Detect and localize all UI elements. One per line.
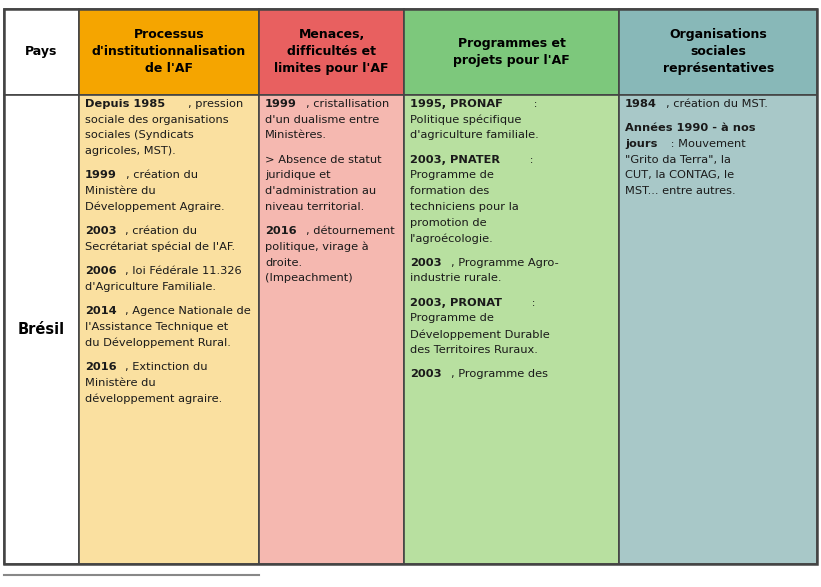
Bar	[259, 95, 404, 564]
Text: Ministère du: Ministère du	[85, 378, 155, 388]
Text: d'agriculture familiale.: d'agriculture familiale.	[410, 130, 539, 140]
Bar	[259, 9, 404, 95]
Text: , loi Fédérale 11.326: , loi Fédérale 11.326	[126, 266, 242, 276]
Text: 1995, PRONAF: 1995, PRONAF	[410, 99, 502, 109]
Text: , création du: , création du	[126, 226, 197, 236]
Text: agricoles, MST).: agricoles, MST).	[85, 146, 176, 156]
Text: 2016: 2016	[85, 362, 117, 372]
Text: 2014: 2014	[85, 306, 117, 316]
Text: :: :	[526, 155, 534, 165]
Text: techniciens pour la: techniciens pour la	[410, 202, 519, 212]
Text: formation des: formation des	[410, 186, 489, 196]
Text: développement agraire.: développement agraire.	[85, 393, 222, 404]
Text: 1999: 1999	[85, 170, 117, 180]
Text: 1999: 1999	[265, 99, 297, 109]
Text: Depuis 1985: Depuis 1985	[85, 99, 165, 109]
Text: l'agroécologie.: l'agroécologie.	[410, 233, 493, 244]
Text: Programme de: Programme de	[410, 313, 493, 323]
Text: juridique et: juridique et	[265, 170, 331, 180]
Text: Processus
d'institutionnalisation
de l'AF: Processus d'institutionnalisation de l'A…	[92, 28, 246, 75]
Text: d'Agriculture Familiale.: d'Agriculture Familiale.	[85, 282, 216, 292]
Text: 2003: 2003	[85, 226, 117, 236]
Text: 2003, PRONAT: 2003, PRONAT	[410, 298, 502, 308]
Text: Politique spécifique: Politique spécifique	[410, 114, 521, 125]
Text: Menaces,
difficultés et
limites pour l'AF: Menaces, difficultés et limites pour l'A…	[274, 28, 389, 75]
Text: niveau territorial.: niveau territorial.	[265, 202, 365, 212]
Text: , Programme Agro-: , Programme Agro-	[451, 258, 558, 268]
Text: Années 1990 - à nos: Années 1990 - à nos	[625, 123, 755, 133]
Text: Développement Agraire.: Développement Agraire.	[85, 202, 224, 212]
Text: sociales (Syndicats: sociales (Syndicats	[85, 130, 194, 140]
Text: :: :	[529, 298, 536, 308]
Text: 2003: 2003	[410, 258, 442, 268]
Text: , création du: , création du	[126, 170, 198, 180]
Text: , Agence Nationale de: , Agence Nationale de	[126, 306, 251, 316]
Text: 2006: 2006	[85, 266, 117, 276]
Text: > Absence de statut: > Absence de statut	[265, 155, 382, 165]
Text: Secrétariat spécial de l'AF.: Secrétariat spécial de l'AF.	[85, 242, 235, 252]
Bar	[619, 9, 817, 95]
Text: , détournement: , détournement	[306, 226, 395, 236]
Text: , création du MST.: , création du MST.	[667, 99, 768, 109]
Text: CUT, la CONTAG, le: CUT, la CONTAG, le	[625, 170, 734, 180]
Text: industrie rurale.: industrie rurale.	[410, 274, 502, 284]
Text: "Grito da Terra", la: "Grito da Terra", la	[625, 155, 731, 165]
Text: Pays: Pays	[25, 45, 57, 58]
Text: Ministères.: Ministères.	[265, 130, 327, 140]
Text: d'un dualisme entre: d'un dualisme entre	[265, 114, 379, 124]
Text: Programmes et
projets pour l'AF: Programmes et projets pour l'AF	[453, 37, 570, 67]
Text: l'Assistance Technique et: l'Assistance Technique et	[85, 322, 228, 332]
Text: : Mouvement: : Mouvement	[667, 139, 745, 149]
Text: Organisations
sociales
représentatives: Organisations sociales représentatives	[663, 28, 773, 75]
Text: sociale des organisations: sociale des organisations	[85, 114, 228, 124]
Text: jours: jours	[625, 139, 658, 149]
Text: 2003: 2003	[410, 369, 442, 379]
Text: promotion de: promotion de	[410, 218, 486, 228]
Text: politique, virage à: politique, virage à	[265, 242, 369, 252]
Text: , cristallisation: , cristallisation	[306, 99, 389, 109]
Text: 2003, PNATER: 2003, PNATER	[410, 155, 500, 165]
Text: droite.: droite.	[265, 258, 302, 268]
Bar	[619, 95, 817, 564]
Text: , Extinction du: , Extinction du	[126, 362, 208, 372]
Text: Ministère du: Ministère du	[85, 186, 155, 196]
Text: du Développement Rural.: du Développement Rural.	[85, 338, 231, 348]
Text: (Impeachment): (Impeachment)	[265, 274, 353, 284]
Text: Développement Durable: Développement Durable	[410, 329, 549, 340]
Text: , pression: , pression	[188, 99, 243, 109]
Text: Brésil: Brésil	[18, 322, 65, 337]
Text: :: :	[530, 99, 537, 109]
Text: 2016: 2016	[265, 226, 296, 236]
Bar	[404, 95, 619, 564]
Bar	[4, 95, 79, 564]
Bar	[79, 9, 259, 95]
Text: des Territoires Ruraux.: des Territoires Ruraux.	[410, 345, 538, 355]
Bar	[404, 9, 619, 95]
Text: 1984: 1984	[625, 99, 657, 109]
Text: , Programme des: , Programme des	[451, 369, 548, 379]
Text: MST... entre autres.: MST... entre autres.	[625, 186, 736, 196]
Text: Programme de: Programme de	[410, 170, 493, 180]
Bar	[79, 95, 259, 564]
Bar	[4, 9, 79, 95]
Text: d'administration au: d'administration au	[265, 186, 376, 196]
